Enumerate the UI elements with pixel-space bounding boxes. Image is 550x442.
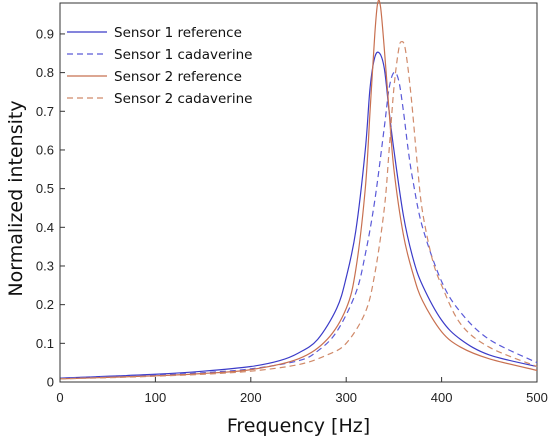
y-tick-label: 0.2 — [36, 297, 54, 312]
y-tick-label: 0.1 — [36, 336, 54, 351]
x-tick-label: 400 — [431, 390, 453, 405]
y-tick-label: 0 — [47, 375, 54, 390]
legend: Sensor 1 reference Sensor 1 cadaverine Sen… — [67, 25, 252, 107]
y-axis-ticks: 0 0.1 0.2 0.3 0.4 0.5 0.6 0.7 0.8 0.9 — [36, 26, 65, 390]
x-tick-label: 200 — [240, 390, 262, 405]
y-tick-label: 0.5 — [36, 181, 54, 196]
series-line-sensor-2-cadaverine — [59, 41, 538, 380]
x-axis-ticks: 0 100 200 300 400 500 — [56, 377, 548, 405]
y-tick-label: 0.4 — [36, 220, 54, 235]
series-line-sensor-1-cadaverine — [59, 71, 538, 379]
y-tick-label: 0.8 — [36, 65, 54, 80]
plot-area — [59, 2, 538, 383]
x-axis-title: Frequency [Hz] — [227, 415, 370, 437]
series-line-sensor-1-reference — [59, 51, 538, 379]
x-tick-label: 500 — [526, 390, 548, 405]
legend-label: Sensor 1 cadaverine — [114, 47, 252, 63]
legend-label: Sensor 2 reference — [114, 69, 242, 85]
y-tick-label: 0.3 — [36, 258, 54, 273]
plot-frame — [59, 2, 538, 383]
y-tick-label: 0.6 — [36, 142, 54, 157]
legend-label: Sensor 2 cadaverine — [114, 91, 252, 107]
series-layer — [59, 0, 538, 380]
x-tick-label: 0 — [56, 390, 63, 405]
x-tick-label: 300 — [335, 390, 357, 405]
y-axis-title: Normalized intensity — [5, 100, 27, 296]
x-tick-label: 100 — [145, 390, 167, 405]
y-tick-label: 0.9 — [36, 26, 54, 41]
legend-label: Sensor 1 reference — [114, 25, 242, 41]
series-line-sensor-2-reference — [59, 0, 538, 380]
y-tick-label: 0.7 — [36, 104, 54, 119]
